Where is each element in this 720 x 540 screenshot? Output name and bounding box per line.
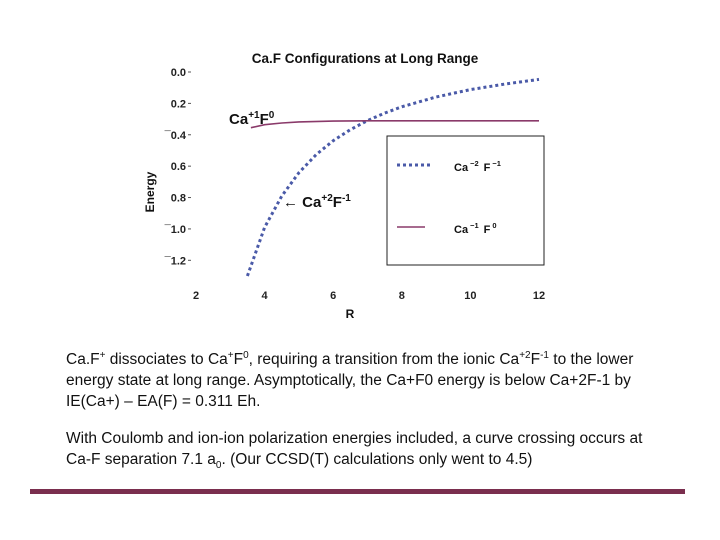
y-axis-label: Energy [143,171,157,212]
y-tick-label: 0.2 [171,98,186,110]
y-tick-label: ¯0.4 [164,130,187,142]
y-tick-label: ¯1.0 [164,224,186,236]
x-tick-label: 8 [399,290,405,302]
legend-box [386,135,545,266]
legend-entry-ionic: Ca −2 F −1 [454,159,501,174]
caption-line-4: With Coulomb and ion-ion polarization en… [66,430,643,447]
y-tick-label: 0.0 [171,67,186,79]
caption-line-3: IE(Ca+) – EA(F) = 0.311 Eh. [66,393,261,410]
x-axis-label: R [346,307,355,321]
y-tick-label: 0.6 [171,161,186,173]
caption-line-1: Ca.F+ dissociates to Ca+F0, requiring a … [66,349,634,368]
x-tick-label: 10 [464,290,476,302]
x-tick-label: 2 [193,290,199,302]
annotation-ca2-f-1: ← Ca+2F-1 [283,193,351,211]
y-tick-label: 0.8 [171,193,186,205]
y-tick-label: ¯1.2 [164,255,186,267]
x-tick-group: 2 4 6 8 10 12 [193,290,545,302]
curve-group [245,77,540,277]
series-line-ionic [245,77,540,277]
footer-rule [30,489,685,494]
chart-title: Ca.F Configurations at Long Range [252,51,479,66]
series-line-neutral [250,120,539,129]
x-tick-label: 6 [330,290,336,302]
caption-line-2: energy state at long range. Asymptotical… [66,372,631,389]
y-tick-group: 0.0 0.2 ¯0.4 0.6 0.8 ¯1.0 ¯1.2 [164,67,191,267]
x-tick-label: 4 [262,290,269,302]
caption-line-5: Ca-F separation 7.1 a0. (Our CCSD(T) cal… [66,451,533,472]
x-tick-label: 12 [533,290,545,302]
chart: Ca.F Configurations at Long Range Energy… [143,51,545,321]
annotation-ca1-f0: Ca+1F0 [229,110,275,128]
